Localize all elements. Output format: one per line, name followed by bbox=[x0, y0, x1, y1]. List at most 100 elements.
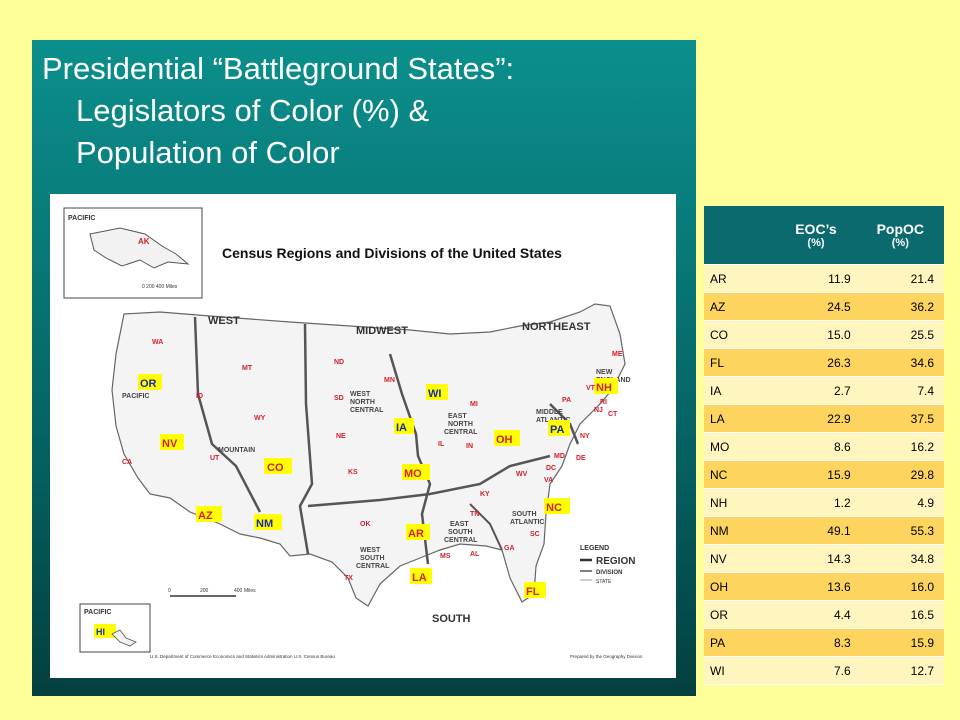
table-row: WI 7.6 12.7 bbox=[704, 656, 944, 685]
cell-eoc: 49.1 bbox=[775, 516, 857, 545]
division-label-sa-2: ATLANTIC bbox=[510, 519, 544, 526]
cell-popoc: 7.4 bbox=[856, 376, 944, 405]
highlight-ia bbox=[394, 418, 414, 434]
division-label-wsc-3: CENTRAL bbox=[356, 563, 390, 570]
cell-popoc: 37.5 bbox=[856, 404, 944, 433]
table-row: AZ 24.5 36.2 bbox=[704, 292, 944, 321]
state-label-md: MD bbox=[554, 453, 565, 460]
hawaii-inset-frame bbox=[79, 603, 151, 653]
division-label-esc-1: EAST bbox=[450, 521, 469, 528]
cell-eoc: 4.4 bbox=[775, 600, 857, 629]
state-label-me: ME bbox=[612, 351, 623, 358]
highlight-az bbox=[196, 506, 222, 522]
region-label-midwest: MIDWEST bbox=[356, 325, 408, 337]
region-line-west-midwest bbox=[298, 323, 314, 555]
state-label-vt: VT bbox=[586, 385, 596, 392]
state-label-ga: GA bbox=[504, 545, 515, 552]
alaska-scale: 0 200 400 Miles bbox=[142, 284, 178, 290]
state-label-nh: NH bbox=[596, 382, 612, 394]
cell-state: WI bbox=[704, 656, 776, 685]
state-label-co: CO bbox=[267, 462, 284, 474]
state-label-ut: UT bbox=[210, 455, 220, 462]
highlight-wi bbox=[426, 384, 448, 400]
division-label-ne-1: NEW bbox=[596, 369, 613, 376]
state-label-id: ID bbox=[196, 393, 203, 400]
state-label-nv: NV bbox=[162, 438, 178, 450]
division-label-ma-1: MIDDLE bbox=[536, 409, 563, 416]
state-label-mo: MO bbox=[404, 468, 422, 480]
state-label-ma: RI bbox=[600, 399, 607, 406]
slide-title: Presidential “Battleground States”: Legi… bbox=[42, 48, 682, 174]
cell-state: PA bbox=[704, 628, 776, 657]
state-label-ne: NE bbox=[336, 433, 346, 440]
state-label-nd: ND bbox=[334, 359, 344, 366]
table-row: LA 22.9 37.5 bbox=[704, 404, 944, 433]
cell-eoc: 2.7 bbox=[775, 376, 857, 405]
state-label-wv: WV bbox=[516, 471, 528, 478]
division-label-wnc-2: NORTH bbox=[350, 399, 375, 406]
cell-eoc: 8.3 bbox=[775, 628, 857, 657]
highlight-pa bbox=[548, 420, 570, 436]
map-credit-right: Prepared by the Geography Division bbox=[570, 654, 643, 659]
division-label-wsc-2: SOUTH bbox=[360, 555, 385, 562]
highlight-nh bbox=[594, 378, 618, 394]
map-legend: LEGEND REGION DIVISION STATE bbox=[580, 545, 635, 585]
state-label-wy: WY bbox=[254, 415, 266, 422]
state-label-mt: MT bbox=[242, 365, 253, 372]
state-label-sc: SC bbox=[530, 531, 540, 538]
state-label-fl: FL bbox=[526, 586, 540, 598]
legend-region: REGION bbox=[596, 556, 635, 567]
cell-state: NC bbox=[704, 460, 776, 489]
division-label-mountain: MOUNTAIN bbox=[218, 447, 255, 454]
state-label-ri: CT bbox=[608, 411, 618, 418]
state-label-de: DE bbox=[576, 455, 586, 462]
hawaii-shape bbox=[111, 629, 137, 647]
state-label-mi: MI bbox=[470, 401, 478, 408]
map-heading: Census Regions and Divisions of the Unit… bbox=[222, 245, 562, 261]
header-popoc: PopOC (%) bbox=[856, 206, 944, 265]
division-label-wnc-1: WEST bbox=[350, 391, 371, 398]
highlight-mo bbox=[402, 464, 430, 480]
cell-popoc: 16.2 bbox=[856, 432, 944, 461]
cell-state: LA bbox=[704, 404, 776, 433]
header-eoc: EOC’s (%) bbox=[775, 206, 857, 265]
state-label-wa: WA bbox=[152, 339, 163, 346]
division-label-esc-3: CENTRAL bbox=[444, 537, 478, 544]
cell-popoc: 34.8 bbox=[856, 544, 944, 573]
state-label-in: IN bbox=[466, 443, 473, 450]
state-label-nc: NC bbox=[546, 502, 562, 514]
cell-eoc: 13.6 bbox=[775, 572, 857, 601]
table-row: OR 4.4 16.5 bbox=[704, 600, 944, 629]
cell-eoc: 24.5 bbox=[775, 292, 857, 321]
state-label-ny: PA bbox=[562, 397, 571, 404]
cell-state: NV bbox=[704, 544, 776, 573]
alaska-shape bbox=[89, 227, 190, 269]
table-row: NC 15.9 29.8 bbox=[704, 460, 944, 489]
state-label-sd: SD bbox=[334, 395, 344, 402]
cell-popoc: 16.0 bbox=[856, 572, 944, 601]
region-label-south: SOUTH bbox=[432, 613, 471, 625]
header-popoc-label: PopOC bbox=[876, 221, 925, 237]
state-label-mn: MN bbox=[384, 377, 395, 384]
state-label-ky: KY bbox=[480, 491, 490, 498]
highlight-ar bbox=[406, 524, 430, 540]
svg-text:0: 0 bbox=[168, 588, 171, 594]
cell-popoc: 29.8 bbox=[856, 460, 944, 489]
battleground-table: EOC’s (%) PopOC (%) AR 11.9 21.4 AZ 24.5 36.… bbox=[704, 206, 944, 692]
cell-eoc: 14.3 bbox=[775, 544, 857, 573]
cell-state: NH bbox=[704, 488, 776, 517]
cell-state: MO bbox=[704, 432, 776, 461]
table-header-row: EOC’s (%) PopOC (%) bbox=[704, 206, 944, 265]
division-label-sa-1: SOUTH bbox=[512, 511, 537, 518]
cell-popoc: 21.4 bbox=[856, 264, 944, 293]
highlight-la bbox=[410, 568, 432, 584]
legend-title: LEGEND bbox=[580, 545, 609, 552]
cell-state: CO bbox=[704, 320, 776, 349]
svg-text:400: 400 bbox=[234, 588, 243, 594]
state-label-or: OR bbox=[140, 378, 157, 390]
state-label-ms: MS bbox=[440, 553, 451, 560]
state-label-al: AL bbox=[470, 551, 480, 558]
table-row: AR 11.9 21.4 bbox=[704, 264, 944, 293]
state-label-pa: PA bbox=[550, 424, 565, 436]
division-label-enc-3: CENTRAL bbox=[444, 429, 478, 436]
